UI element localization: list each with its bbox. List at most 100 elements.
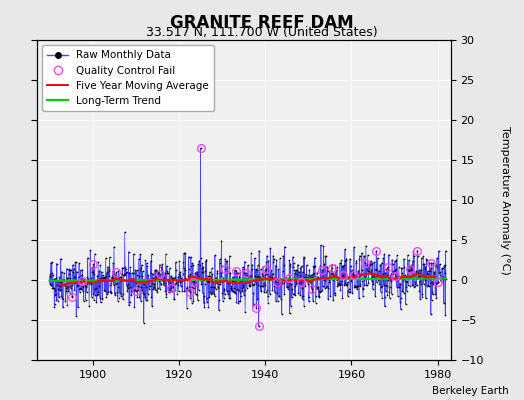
Point [258, 270, 267, 277]
Point [90, 271, 99, 278]
Point [241, 308, 249, 315]
Point [304, 277, 312, 283]
Point [152, 274, 160, 280]
Point [135, 273, 143, 279]
Point [167, 272, 175, 279]
Point [403, 252, 412, 258]
Point [347, 278, 355, 285]
Point [185, 289, 194, 296]
Point [58, 276, 67, 283]
Point [228, 288, 237, 294]
Point [365, 268, 373, 274]
Point [410, 283, 419, 290]
Point [166, 280, 174, 286]
Point [88, 294, 96, 300]
Point [315, 293, 324, 300]
Point [172, 267, 180, 273]
Point [123, 288, 132, 294]
Point [185, 285, 193, 291]
Point [382, 288, 390, 294]
Point [89, 261, 97, 267]
Point [89, 268, 97, 275]
Point [291, 270, 299, 276]
Point [428, 297, 436, 303]
Point [425, 275, 433, 281]
Point [180, 250, 188, 256]
Point [423, 283, 431, 289]
Point [357, 267, 366, 273]
Point [194, 273, 203, 280]
Point [396, 281, 405, 287]
Point [321, 276, 329, 283]
Point [223, 258, 231, 264]
Point [343, 282, 351, 289]
Point [120, 272, 128, 278]
Point [209, 284, 217, 290]
Point [157, 264, 166, 270]
Point [71, 259, 79, 266]
Point [295, 268, 303, 275]
Point [203, 299, 211, 306]
Point [123, 281, 132, 288]
Point [183, 305, 191, 311]
Point [127, 277, 135, 284]
Point [397, 306, 405, 312]
Point [279, 253, 287, 259]
Point [398, 270, 406, 276]
Point [191, 291, 200, 298]
Point [319, 283, 327, 290]
Point [237, 285, 246, 292]
Point [88, 264, 96, 270]
Point [389, 271, 397, 277]
Point [71, 274, 79, 281]
Point [330, 292, 339, 298]
Point [266, 291, 274, 297]
Point [215, 296, 223, 303]
Point [397, 295, 405, 302]
Point [308, 286, 316, 292]
Point [60, 280, 69, 287]
Point [151, 287, 160, 293]
Point [441, 312, 450, 318]
Point [153, 270, 161, 276]
Point [290, 283, 299, 289]
Point [152, 266, 160, 273]
Point [383, 292, 391, 298]
Point [86, 247, 94, 254]
Point [310, 273, 318, 279]
Point [319, 243, 328, 250]
Point [157, 280, 165, 287]
Point [48, 285, 57, 292]
Point [345, 276, 354, 282]
Point [325, 277, 333, 283]
Point [78, 272, 86, 279]
Point [176, 269, 184, 275]
Point [168, 274, 177, 281]
Point [159, 282, 168, 288]
Point [281, 276, 289, 282]
Point [200, 300, 208, 306]
Point [292, 279, 300, 286]
Point [81, 282, 90, 288]
Point [253, 274, 261, 280]
Point [330, 273, 338, 280]
Point [184, 254, 193, 260]
Point [190, 277, 198, 284]
Point [427, 311, 435, 318]
Point [377, 260, 386, 266]
Point [133, 294, 141, 300]
Point [206, 272, 214, 279]
Point [148, 280, 157, 286]
Point [340, 282, 348, 289]
Point [305, 293, 313, 300]
Point [155, 276, 163, 283]
Point [283, 277, 292, 283]
Point [341, 246, 349, 252]
Point [353, 286, 362, 292]
Point [234, 300, 243, 306]
Point [201, 281, 209, 287]
Point [217, 273, 225, 280]
Point [287, 281, 296, 287]
Point [391, 258, 399, 264]
Point [300, 303, 308, 309]
